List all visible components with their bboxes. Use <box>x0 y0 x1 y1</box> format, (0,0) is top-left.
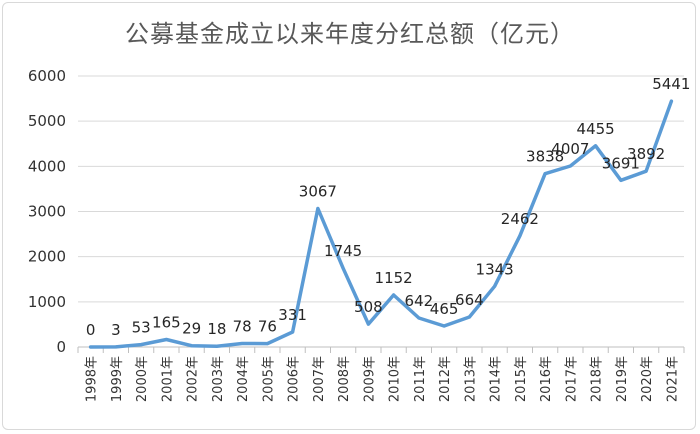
data-point <box>669 99 673 103</box>
chart-title: 公募基金成立以来年度分红总额（亿元） <box>125 20 575 48</box>
data-label: 3067 <box>299 182 337 200</box>
data-point <box>240 341 244 345</box>
data-label: 2462 <box>501 210 539 228</box>
y-axis: 0 1000 2000 3000 4000 5000 6000 <box>28 67 66 356</box>
y-tick-label: 4000 <box>28 157 66 175</box>
data-label: 3691 <box>602 154 640 172</box>
data-point <box>543 172 547 176</box>
data-point <box>89 345 93 349</box>
data-label: 1152 <box>375 269 413 287</box>
x-tick-label: 2018年 <box>590 356 605 402</box>
x-tick-label: 2013年 <box>463 356 478 402</box>
x-tick-label: 2015年 <box>514 356 529 402</box>
data-label: 331 <box>278 306 307 324</box>
x-tick-label: 2016年 <box>539 356 554 402</box>
data-label: 465 <box>430 300 459 318</box>
data-point <box>518 234 522 238</box>
data-label: 1343 <box>476 260 514 278</box>
x-tick-label: 2020年 <box>640 356 655 402</box>
x-tick-label: 2001年 <box>160 356 175 402</box>
data-label: 642 <box>405 292 434 310</box>
y-tick-label: 0 <box>56 338 66 356</box>
data-label: 5441 <box>652 75 690 93</box>
data-label: 3838 <box>526 148 564 166</box>
data-label: 4455 <box>577 120 615 138</box>
data-point <box>366 322 370 326</box>
data-point <box>114 345 118 349</box>
data-label: 18 <box>207 320 226 338</box>
data-label: 78 <box>233 317 252 335</box>
x-tick-label: 2005年 <box>261 356 276 402</box>
data-label: 165 <box>152 314 181 332</box>
x-tick-label: 2009年 <box>362 356 377 402</box>
data-point <box>215 344 219 348</box>
x-tick-label: 2004年 <box>236 356 251 402</box>
data-label: 53 <box>132 319 151 337</box>
x-tick-label: 2006年 <box>287 356 302 402</box>
data-point <box>265 342 269 346</box>
data-point <box>341 266 345 270</box>
data-point <box>493 284 497 288</box>
x-tick-label: 1999年 <box>110 356 125 402</box>
x-tick-label: 2008年 <box>337 356 352 402</box>
data-point <box>619 178 623 182</box>
data-label: 1745 <box>324 242 362 260</box>
data-point <box>316 206 320 210</box>
series-group <box>88 99 674 349</box>
y-tick-label: 6000 <box>28 67 66 85</box>
x-tick-label: 2014年 <box>489 356 504 402</box>
data-label: 508 <box>354 298 383 316</box>
y-tick-label: 5000 <box>28 112 66 130</box>
x-tick-label: 2000年 <box>135 356 150 402</box>
y-tick-label: 2000 <box>28 248 66 266</box>
data-label: 76 <box>258 318 277 336</box>
data-point <box>467 315 471 319</box>
data-point <box>392 293 396 297</box>
data-point <box>164 338 168 342</box>
x-axis: 1998年 1999年 2000年 2001年 2002年 2003年 2004年 2005年… <box>77 347 685 402</box>
x-tick-label: 2012年 <box>438 356 453 402</box>
y-tick-label: 1000 <box>28 293 66 311</box>
x-tick-label: 2017年 <box>564 356 579 402</box>
x-tick-label: 2019年 <box>615 356 630 402</box>
data-point <box>190 344 194 348</box>
data-point <box>568 164 572 168</box>
x-tick-label: 2010年 <box>388 356 403 402</box>
data-point <box>291 330 295 334</box>
data-label: 3 <box>111 321 121 339</box>
x-tick-label: 2011年 <box>413 356 428 402</box>
x-tick-label: 2002年 <box>186 356 201 402</box>
data-label: 4007 <box>551 140 589 158</box>
gridlines <box>78 75 684 348</box>
data-label: 664 <box>455 291 484 309</box>
y-tick-label: 3000 <box>28 203 66 221</box>
data-point <box>139 343 143 347</box>
series-line <box>88 99 674 349</box>
data-label: 29 <box>182 320 201 338</box>
data-point <box>442 324 446 328</box>
chart-frame <box>2 2 696 430</box>
data-label: 0 <box>86 321 96 339</box>
data-point <box>594 144 598 148</box>
data-point <box>417 316 421 320</box>
x-tick-label: 2021年 <box>665 356 680 402</box>
x-tick-label: 2003年 <box>211 356 226 402</box>
x-tick-label: 2007年 <box>312 356 327 402</box>
x-tick-label: 1998年 <box>85 356 100 402</box>
data-label: 3892 <box>627 145 665 163</box>
data-point <box>644 169 648 173</box>
